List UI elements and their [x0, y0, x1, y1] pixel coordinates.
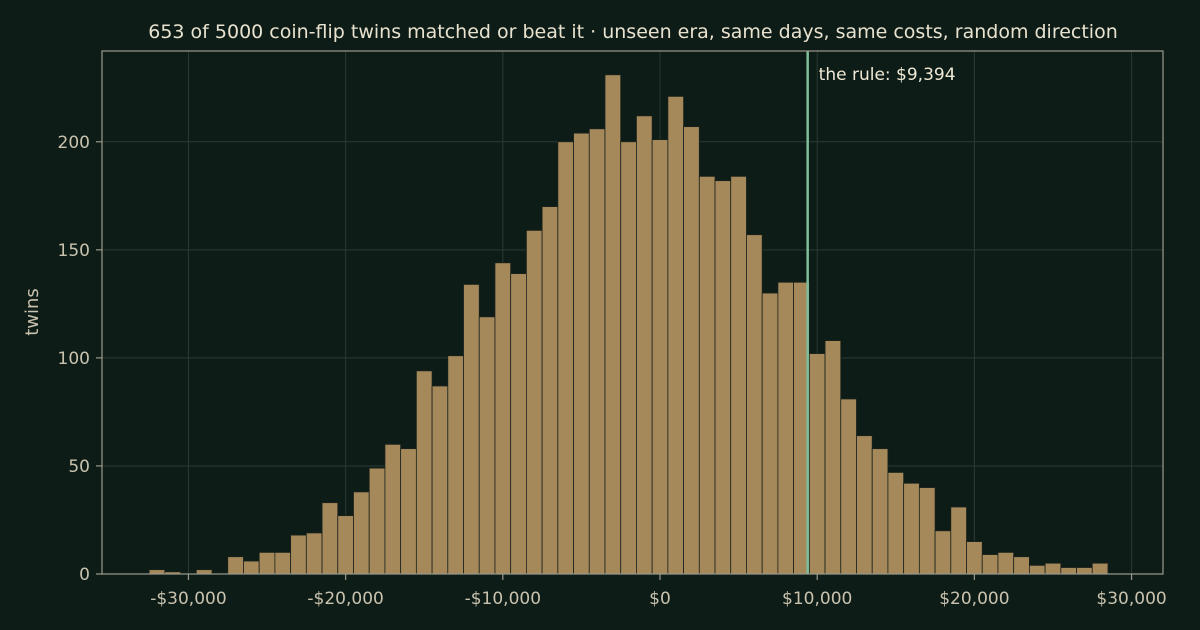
histogram-bar: [368, 467, 386, 575]
histogram-bar: [1060, 567, 1077, 575]
histogram-bar: [746, 234, 763, 575]
x-tick-label: -$10,000: [465, 589, 541, 609]
histogram-bar: [871, 448, 889, 575]
histogram-bar: [494, 262, 512, 575]
histogram-bar: [981, 554, 999, 575]
histogram-bar: [588, 128, 606, 575]
histogram-bars: [148, 74, 1109, 575]
histogram-bar: [824, 340, 842, 575]
histogram-bar: [698, 175, 716, 575]
x-tick-label: $30,000: [1096, 589, 1166, 609]
histogram-bar: [856, 435, 873, 575]
y-tick-label: 100: [58, 349, 90, 369]
y-tick-label: 50: [68, 457, 90, 477]
histogram-bar: [903, 482, 920, 575]
histogram-bar: [918, 487, 936, 575]
histogram-bar: [227, 556, 244, 575]
histogram-bar: [463, 284, 480, 575]
histogram-bar: [573, 132, 590, 575]
histogram-bar: [415, 370, 433, 575]
histogram-bar: [950, 506, 967, 575]
histogram-bar: [997, 551, 1015, 575]
histogram-bar: [321, 502, 339, 575]
histogram-bar: [840, 398, 857, 575]
histogram-bar: [761, 292, 779, 575]
histogram-bar: [290, 534, 307, 575]
x-axis-ticks: -$30,000 -$20,000 -$10,000 $0 $10,000 $20,000…: [150, 574, 1167, 609]
histogram-bar: [274, 551, 292, 575]
chart-title: 653 of 5000 coin-flip twins matched or b…: [148, 21, 1118, 43]
y-axis-ticks: 0 50 100 150 200: [58, 133, 102, 585]
histogram-bar: [636, 115, 653, 575]
histogram-bar: [714, 180, 732, 575]
histogram-bar: [243, 560, 260, 575]
rule-marker-label: the rule: $9,394: [819, 65, 956, 85]
histogram-bar: [966, 541, 983, 575]
y-tick-label: 0: [79, 565, 90, 585]
y-tick-label: 200: [58, 133, 90, 153]
histogram-bar: [526, 229, 543, 575]
histogram-bar: [1028, 564, 1046, 575]
histogram-bar: [683, 126, 700, 575]
histogram-bar: [305, 532, 323, 575]
histogram-bar: [1013, 556, 1030, 575]
histogram-bar: [934, 530, 952, 575]
histogram-bar: [777, 281, 795, 575]
histogram-bar: [730, 175, 747, 575]
x-tick-label: -$30,000: [150, 589, 226, 609]
histogram-bar: [431, 385, 449, 575]
histogram-bar: [478, 316, 496, 575]
histogram-bar: [887, 472, 905, 575]
histogram-bar: [808, 353, 826, 575]
histogram-bar: [667, 95, 684, 575]
histogram-bar: [400, 448, 417, 575]
x-tick-label: -$20,000: [307, 589, 383, 609]
histogram-bar: [541, 206, 559, 575]
histogram-bar: [353, 491, 370, 575]
histogram-bar: [557, 141, 574, 575]
y-tick-label: 150: [58, 241, 90, 261]
y-axis-label: twins: [22, 288, 43, 336]
histogram-bar: [447, 355, 464, 575]
histogram-bar: [195, 569, 213, 575]
histogram-bar: [148, 569, 166, 575]
histogram-bar: [1076, 567, 1093, 575]
histogram-bar: [258, 551, 276, 575]
histogram-bar: [620, 141, 637, 575]
histogram-bar: [604, 74, 622, 575]
x-tick-label: $20,000: [939, 589, 1009, 609]
histogram-bar: [1091, 562, 1109, 575]
x-tick-label: $10,000: [782, 589, 852, 609]
histogram-bar: [384, 443, 402, 575]
x-tick-label: $0: [649, 589, 671, 609]
histogram-bar: [510, 273, 527, 575]
histogram-bar: [337, 515, 354, 575]
plot-frame: [101, 50, 1164, 575]
histogram-bar: [651, 139, 669, 575]
histogram-bar: [1044, 562, 1062, 575]
